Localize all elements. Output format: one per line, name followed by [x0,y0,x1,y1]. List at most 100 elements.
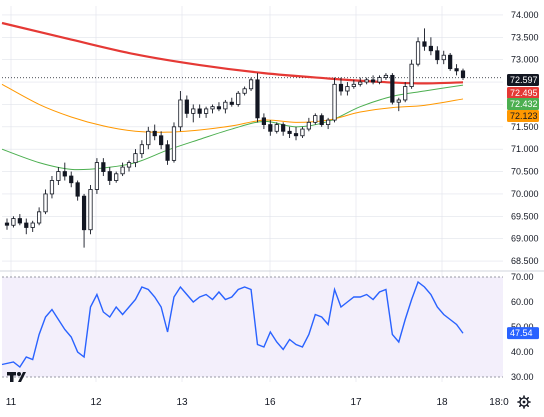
candle [370,75,376,85]
candle [261,113,267,130]
candle [403,82,408,103]
time-tick-label: 16 [264,397,276,408]
candle [4,218,10,230]
candle [236,91,241,107]
candle [255,73,260,123]
candle [454,64,459,76]
candle [152,124,157,141]
candle [178,91,183,132]
candle [293,126,299,141]
ma-green-line [1,84,464,171]
candle [319,113,324,127]
candle [300,126,305,138]
rsi-tick-label: 50.00 [511,322,534,332]
tradingview-logo-icon[interactable] [7,372,26,382]
candle [281,122,286,136]
price-tick-label: 69.000 [511,234,539,244]
candle [390,73,395,105]
last-price-tag: 72.597 [507,74,539,86]
ma-red-line [1,21,464,85]
candle [313,113,318,125]
ma-red-tag: 72.495 [507,87,539,99]
candle [460,68,466,80]
candle [49,176,55,199]
candle [422,28,427,51]
candle [242,86,247,96]
time-tick-label: 11 [6,397,17,408]
candle [107,167,112,185]
candle [409,59,414,89]
svg-text:72.597: 72.597 [510,75,538,85]
time-tick-label: 12 [90,397,102,408]
candle [146,126,151,150]
rsi-last-tag: 47.54 [507,327,539,340]
time-tick-label: 18 [436,397,448,408]
candle [358,77,363,87]
price-tick-label: 69.500 [511,211,539,221]
candle [415,37,421,67]
candle [287,126,292,138]
time-axis[interactable]: 11 12 13 16 17 18 18:0 [6,397,509,408]
price-tick-label: 71.500 [511,122,539,132]
candle [81,193,87,248]
price-axis[interactable]: 74.00073.50073.00072.50072.00071.50071.0… [511,10,539,266]
rsi-tick-label: 40.00 [511,347,534,357]
candle [274,122,279,134]
candle [139,140,144,159]
candle [101,158,106,177]
candle [229,97,234,107]
candle [216,102,222,112]
rsi-band [2,277,503,377]
candle [62,162,67,181]
ma-orange-line [1,83,464,133]
candle [338,77,344,96]
svg-text:72.432: 72.432 [510,99,538,109]
candle [203,106,209,118]
price-tick-label: 71.000 [511,144,539,154]
price-tick-label: 68.500 [511,256,539,266]
candle [24,218,29,235]
svg-text:47.54: 47.54 [510,328,533,338]
candle [43,189,48,215]
candle [223,99,228,114]
candle [326,117,331,130]
candlesticks [4,28,466,248]
price-tick-label: 74.000 [511,10,539,20]
candle [37,207,42,226]
candle [377,75,382,85]
rsi-tick-label: 30.00 [511,372,534,382]
candle [133,149,138,168]
candle [345,82,350,96]
price-tick-label: 70.000 [511,189,539,199]
candle [197,104,202,118]
gear-icon[interactable] [517,395,531,409]
svg-text:72.123: 72.123 [510,111,538,121]
time-tick-label: 18:0 [489,397,509,408]
candle [69,171,74,188]
price-tick-label: 73.500 [511,32,539,42]
candle [171,122,177,163]
candle [114,171,119,183]
candle [159,131,164,150]
candle [184,95,189,118]
candle [126,160,132,172]
candle [396,97,401,112]
candle [11,216,16,228]
candle [75,180,80,201]
ma-orange-tag: 72.123 [507,110,539,122]
rsi-axis[interactable]: 70.00 60.00 50.00 40.00 30.00 [511,272,534,382]
rsi-tick-label: 60.00 [511,297,534,307]
candle [88,184,93,235]
rsi-indicator [1,280,464,369]
rsi-line [1,280,464,369]
candle [428,37,433,56]
candle [248,77,254,92]
candle [351,79,356,89]
candle [441,50,446,65]
candle [364,77,369,85]
time-tick-label: 17 [350,397,362,408]
candle [306,117,311,132]
candle [210,104,215,114]
